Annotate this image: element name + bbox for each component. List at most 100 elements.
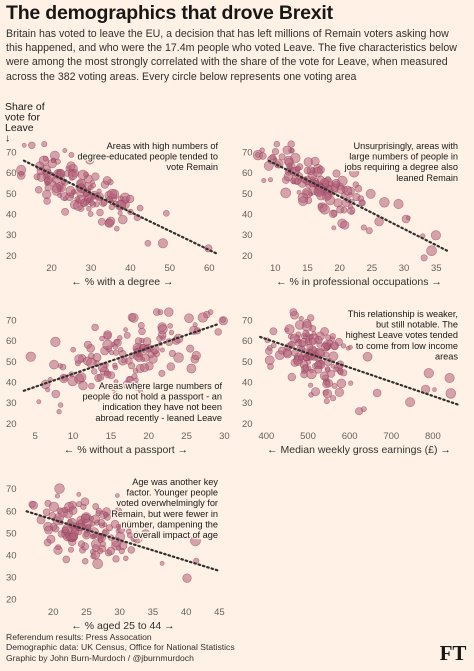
annotation-text: voted overwhelmingly for <box>116 498 218 508</box>
source-line: Graphic by John Burn-Murdoch / @jburnmur… <box>6 652 194 663</box>
data-point <box>269 154 276 161</box>
data-point <box>144 240 152 247</box>
y-tick-label: 30 <box>6 398 17 409</box>
data-point <box>308 382 314 388</box>
source-footer: Referendum results: Press Assocation Dem… <box>6 632 235 663</box>
data-point <box>278 153 286 161</box>
data-point <box>282 145 292 155</box>
data-point <box>307 314 315 322</box>
data-point <box>117 525 126 534</box>
data-point <box>115 493 120 498</box>
data-point <box>336 378 347 389</box>
data-point <box>331 225 337 231</box>
y-tick-label: 30 <box>6 230 17 241</box>
data-point <box>329 333 336 340</box>
data-point <box>90 368 98 375</box>
data-point <box>137 322 145 329</box>
data-point <box>197 312 208 323</box>
trend-line <box>25 510 221 572</box>
y-tick-label: 20 <box>6 595 17 606</box>
data-point <box>54 483 65 494</box>
y-tick-label: 50 <box>6 189 17 200</box>
data-point <box>168 329 175 336</box>
annotation-text: degree-educated people tended to <box>78 152 218 162</box>
x-tick-label: 10 <box>68 431 79 442</box>
y-tick-label: 60 <box>242 168 253 179</box>
data-point <box>101 529 108 536</box>
data-point <box>112 555 120 563</box>
y-tick-label: 60 <box>242 336 253 347</box>
data-point <box>41 141 48 148</box>
data-point <box>362 351 373 362</box>
data-point <box>125 375 135 385</box>
x-axis-label: ← Median weekly gross earnings (£) → <box>267 444 451 456</box>
data-point <box>103 330 112 339</box>
data-point <box>168 349 176 357</box>
data-point <box>117 210 123 216</box>
data-point <box>106 188 118 200</box>
x-tick-label: 40 <box>181 607 192 618</box>
data-point <box>164 307 174 317</box>
annotation-text: large numbers of people in <box>349 152 458 162</box>
data-point <box>349 167 360 178</box>
data-point <box>166 362 176 371</box>
x-tick-label: 45 <box>214 607 225 618</box>
data-point <box>323 398 330 405</box>
ft-logo: FT <box>438 638 468 668</box>
data-point <box>340 343 347 349</box>
y-tick-label: 20 <box>242 251 253 262</box>
data-point <box>289 308 298 316</box>
x-tick-label: 25 <box>181 431 192 442</box>
data-point <box>157 324 168 335</box>
data-point <box>296 189 302 195</box>
data-point <box>298 315 304 322</box>
data-point <box>95 507 103 515</box>
data-point <box>306 343 314 351</box>
data-point <box>426 245 437 256</box>
data-point <box>267 363 274 370</box>
data-point <box>91 544 100 552</box>
data-point <box>320 327 329 336</box>
data-point <box>68 506 78 515</box>
data-point <box>322 389 333 399</box>
x-tick-label: 20 <box>48 607 59 618</box>
annotation-text: Areas where large numbers of <box>99 381 223 391</box>
data-point <box>118 214 128 225</box>
data-point <box>108 349 115 356</box>
x-tick-label: 20 <box>334 263 345 274</box>
data-point <box>331 178 341 188</box>
y-tick-label: 70 <box>6 315 17 326</box>
y-axis-label: Leave <box>5 122 34 134</box>
data-point <box>83 171 89 178</box>
data-point <box>284 324 295 335</box>
x-tick-label: 800 <box>425 431 441 442</box>
data-point <box>336 185 346 194</box>
data-point <box>298 354 305 361</box>
data-point <box>86 206 92 212</box>
data-point <box>128 362 136 370</box>
data-point <box>85 155 95 165</box>
source-line: Referendum results: Press Assocation <box>6 632 152 642</box>
data-point <box>62 555 71 564</box>
data-point <box>345 345 351 351</box>
data-point <box>97 518 105 527</box>
data-point <box>66 161 76 171</box>
data-point <box>68 170 78 180</box>
data-point <box>76 491 82 497</box>
data-point <box>76 372 87 383</box>
data-point <box>138 388 143 394</box>
x-tick-label: 30 <box>86 263 97 274</box>
data-point <box>280 187 292 199</box>
data-point <box>295 165 302 172</box>
data-point <box>87 211 94 217</box>
data-point <box>74 354 84 364</box>
data-point <box>136 204 144 212</box>
data-point <box>340 206 348 214</box>
data-point <box>191 350 201 361</box>
data-point <box>123 327 128 333</box>
data-point <box>372 388 382 398</box>
data-point <box>55 544 61 550</box>
data-point <box>91 550 101 560</box>
x-tick-label: 20 <box>46 263 57 274</box>
data-point <box>114 507 123 516</box>
